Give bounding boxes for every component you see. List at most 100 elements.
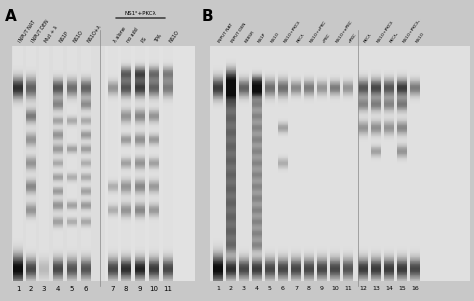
Text: PKCλ₂: PKCλ₂ [389, 32, 400, 44]
Bar [149, 96, 159, 97]
Bar [330, 211, 340, 212]
Bar [53, 161, 63, 162]
Bar [163, 231, 173, 232]
Bar [330, 137, 340, 138]
Bar [410, 178, 420, 179]
Bar [371, 57, 381, 58]
Bar [291, 265, 301, 266]
Bar [163, 179, 173, 180]
Bar [291, 246, 301, 247]
Bar [384, 279, 394, 280]
Bar [384, 270, 394, 271]
Bar [410, 247, 420, 248]
Bar [108, 153, 118, 154]
Bar [317, 64, 327, 65]
Bar [67, 51, 77, 52]
Bar [121, 263, 131, 264]
Bar [213, 264, 223, 265]
Bar [67, 103, 77, 104]
Bar [135, 222, 145, 223]
Bar [358, 134, 368, 135]
Bar [213, 139, 223, 140]
Bar [330, 154, 340, 155]
Bar [384, 47, 394, 48]
Bar [135, 56, 145, 57]
Bar [291, 140, 301, 141]
Bar [291, 169, 301, 170]
Bar [384, 132, 394, 133]
Bar [67, 153, 77, 154]
Bar [39, 106, 49, 107]
Bar [213, 223, 223, 224]
Bar [13, 274, 23, 275]
Bar [358, 98, 368, 99]
Bar [67, 83, 77, 84]
Bar [26, 229, 36, 230]
Bar [135, 183, 145, 184]
Bar [135, 111, 145, 112]
Bar [343, 269, 353, 270]
Bar [252, 209, 262, 210]
Bar [81, 174, 91, 175]
Bar [304, 202, 314, 203]
Bar [239, 115, 249, 116]
Bar [371, 63, 381, 64]
Bar [135, 206, 145, 207]
Bar [239, 144, 249, 145]
Bar [163, 166, 173, 167]
Bar [330, 278, 340, 279]
Bar [53, 69, 63, 70]
Bar [226, 136, 236, 137]
Bar [226, 203, 236, 204]
Bar [163, 190, 173, 191]
Bar [330, 186, 340, 187]
Bar [26, 231, 36, 232]
Bar [39, 269, 49, 270]
Bar [343, 117, 353, 118]
Bar [39, 181, 49, 182]
Bar [291, 268, 301, 269]
Bar [213, 67, 223, 68]
Bar [278, 261, 288, 262]
Bar [108, 72, 118, 73]
Bar [358, 102, 368, 103]
Bar [291, 181, 301, 182]
Bar [121, 165, 131, 166]
Bar [239, 156, 249, 157]
Bar [226, 245, 236, 246]
Bar [213, 84, 223, 85]
Bar [330, 105, 340, 106]
Bar [53, 82, 63, 83]
Bar [53, 50, 63, 51]
Bar [291, 253, 301, 254]
Bar [26, 52, 36, 53]
Bar [397, 107, 407, 108]
Bar [39, 232, 49, 233]
Bar [13, 180, 23, 181]
Bar [213, 134, 223, 135]
Bar [39, 126, 49, 127]
Bar [39, 128, 49, 129]
Bar [26, 212, 36, 213]
Bar [330, 79, 340, 80]
Bar [330, 269, 340, 270]
Bar [213, 202, 223, 203]
Bar [252, 93, 262, 94]
Bar [163, 69, 173, 70]
Bar [121, 177, 131, 178]
Bar [358, 218, 368, 219]
Bar [39, 66, 49, 67]
Bar [343, 209, 353, 210]
Bar [39, 164, 49, 165]
Bar [108, 266, 118, 267]
Bar [53, 130, 63, 131]
Bar [67, 226, 77, 227]
Bar [278, 151, 288, 152]
Bar [13, 65, 23, 66]
Bar [26, 102, 36, 103]
Bar [163, 238, 173, 239]
Bar [121, 259, 131, 260]
Bar [330, 268, 340, 269]
Bar [226, 233, 236, 234]
Bar [252, 146, 262, 147]
